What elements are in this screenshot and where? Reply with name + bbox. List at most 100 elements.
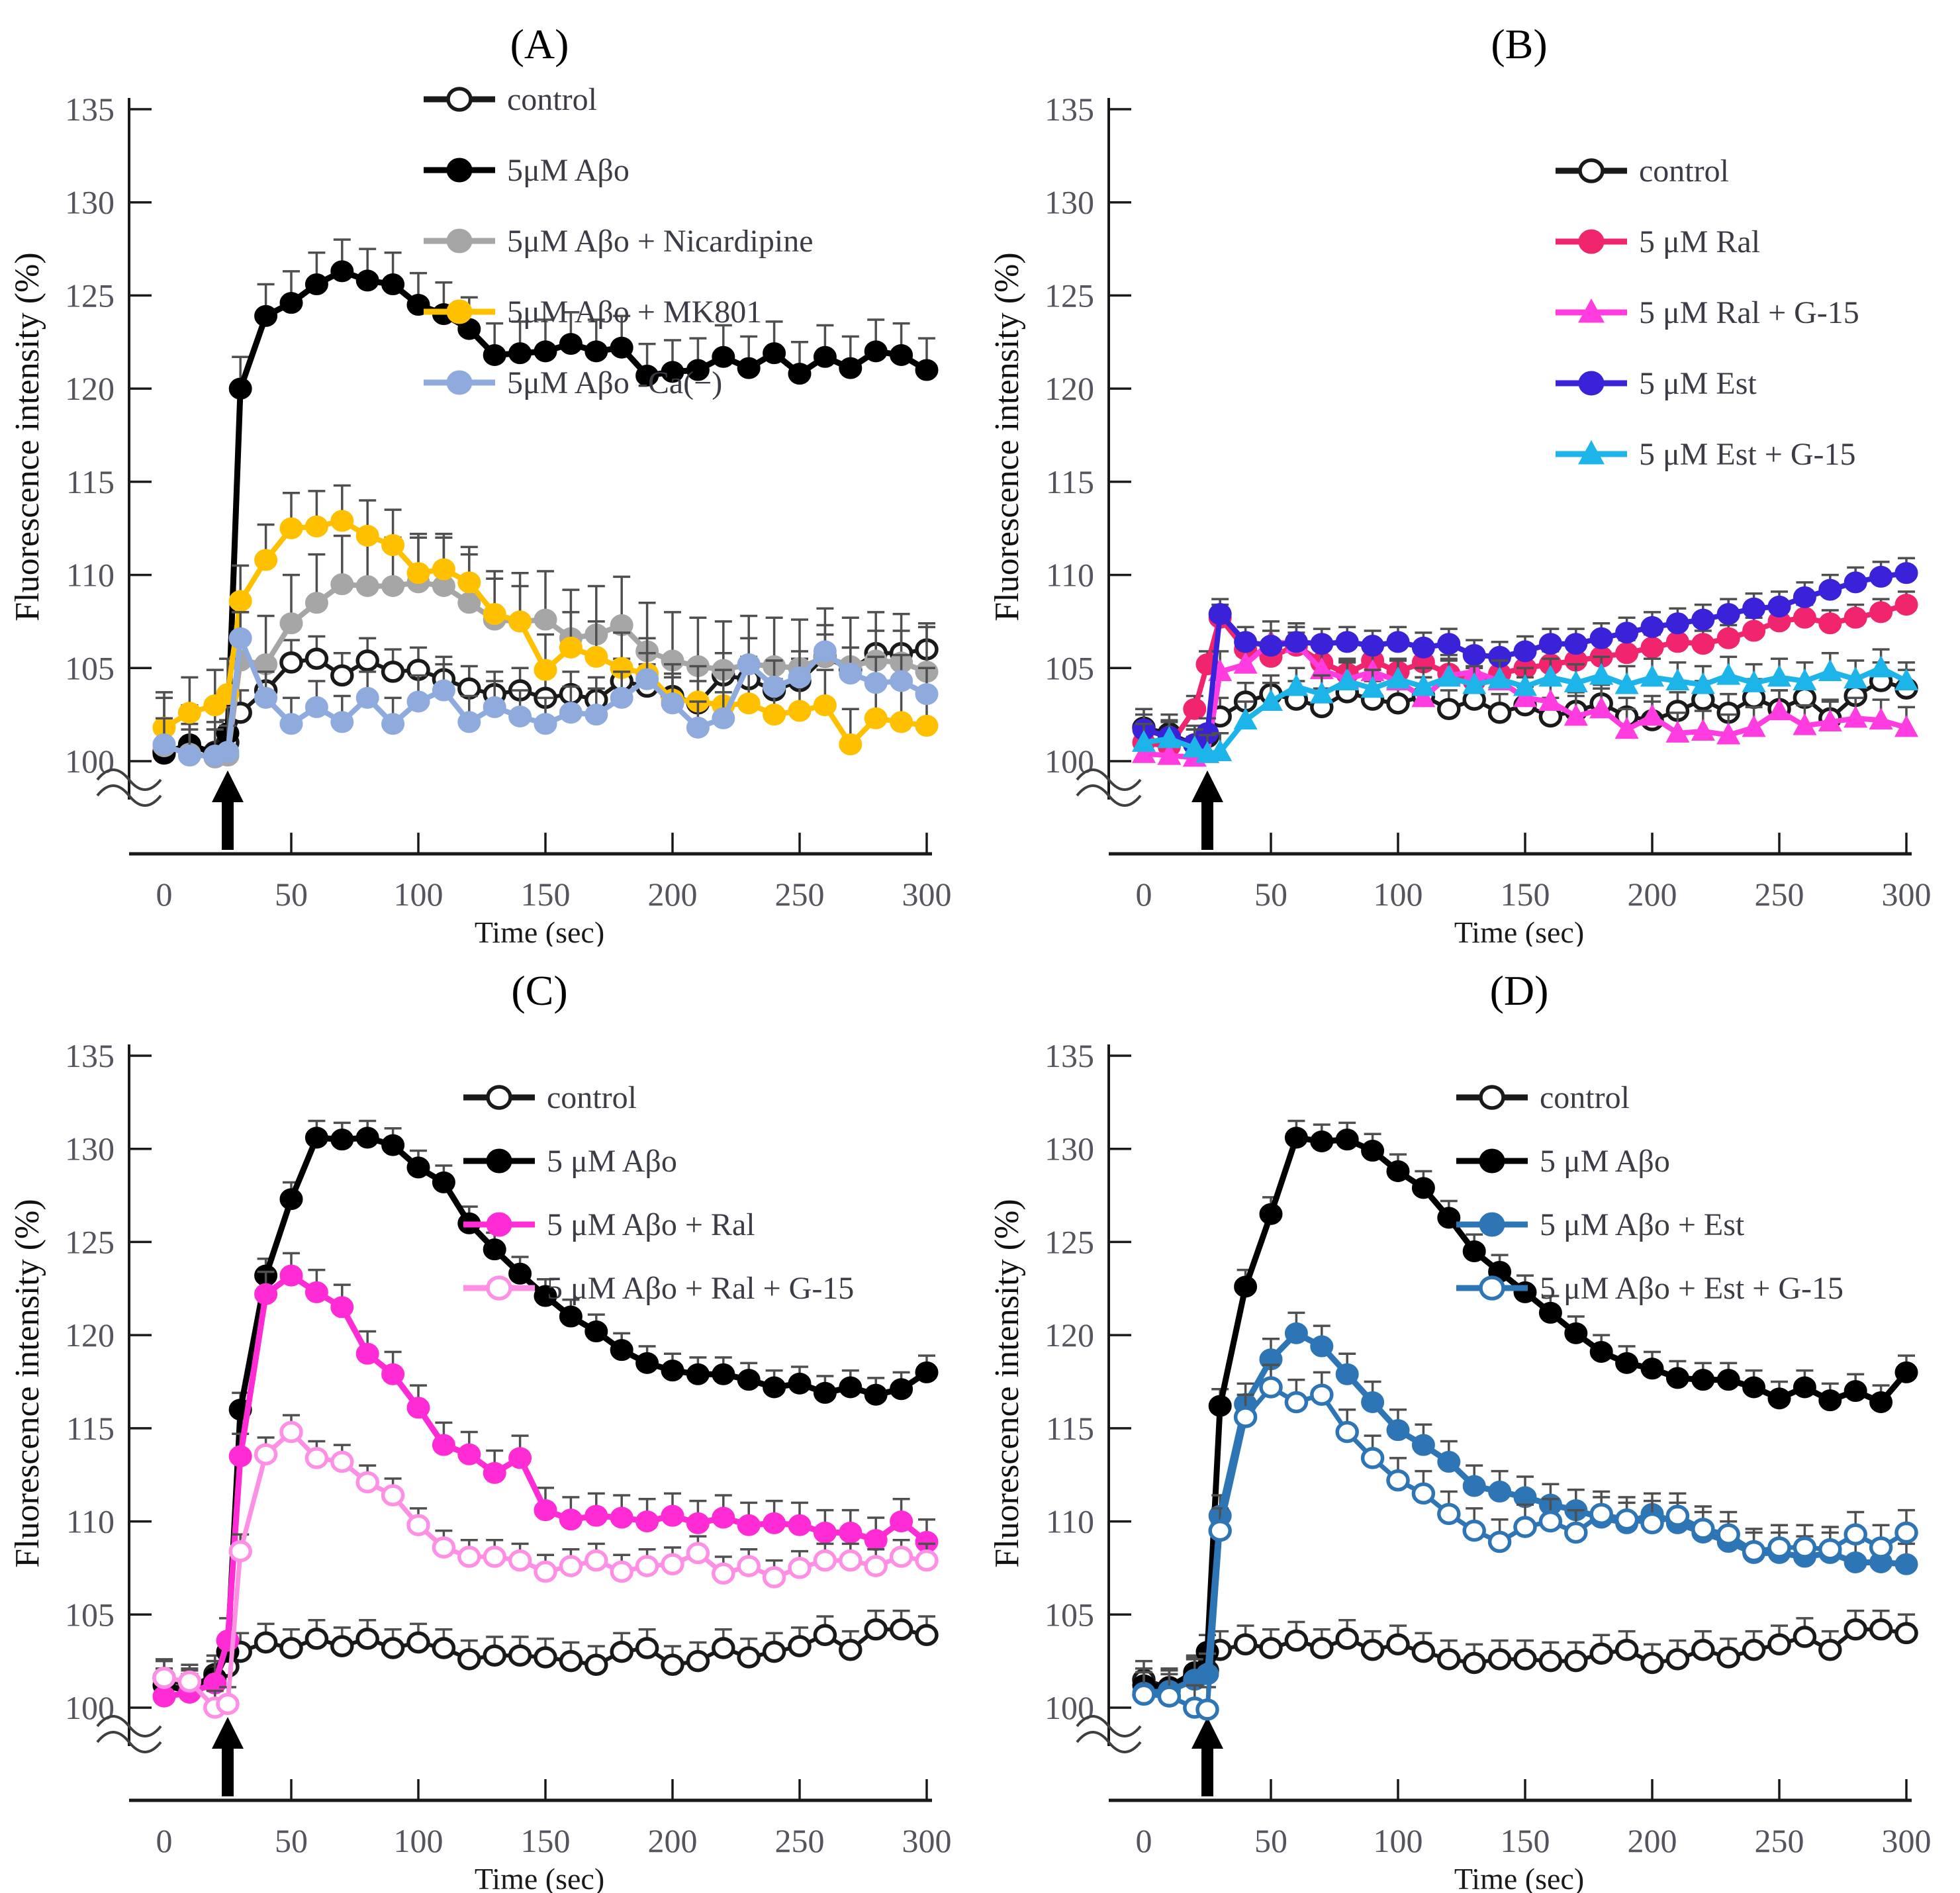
x-tick-label: 250 (775, 876, 825, 913)
legend-label: 5μM Aβo -Ca(−) (507, 365, 722, 400)
legend-item-5-m-a-o-ca: 5μM Aβo -Ca(−) (424, 365, 722, 400)
x-tick-label: 200 (1628, 876, 1677, 913)
legend-label: 5 μM Ral (1639, 224, 1760, 259)
stimulus-arrow-icon (1191, 1717, 1223, 1796)
x-tick-label: 200 (648, 1822, 698, 1859)
legend-label: control (1639, 154, 1729, 189)
x-tick-label: 150 (521, 876, 571, 913)
x-axis-title: Time (sec) (475, 1862, 604, 1893)
y-axis-title: Fluorescence intensity (%) (988, 252, 1026, 621)
series-5-m-a-o (152, 1119, 939, 1702)
y-tick-label: 135 (65, 1037, 115, 1074)
x-tick-label: 250 (1755, 876, 1804, 913)
y-tick-label: 100 (65, 1689, 115, 1726)
y-tick-label: 105 (1045, 649, 1094, 686)
stimulus-arrow-icon (212, 1717, 244, 1796)
legend-label: 5 μM Aβo + Ral (547, 1207, 755, 1242)
axis-break-icon (96, 768, 162, 791)
y-axis-title: Fluorescence intensity (%) (9, 252, 46, 621)
panel-c: (C) 100 105 110 115 120 125 130 135 Fluorescence … (0, 946, 980, 1893)
x-tick-label: 250 (1755, 1822, 1804, 1859)
x-axis-title: Time (sec) (1454, 915, 1584, 946)
legend-item-5-m-a-o: 5 μM Aβo (463, 1144, 677, 1179)
y-tick-label: 100 (1045, 1689, 1094, 1726)
x-tick-label: 100 (1374, 1822, 1423, 1859)
x-tick-label: 0 (1136, 876, 1152, 913)
panel-a: (A) 100 105 110 115 120 125 130 135 Fluorescence … (0, 0, 980, 946)
x-tick-label: 300 (902, 1822, 952, 1859)
legend-item-5-m-a-o-mk801: 5μM Aβo + MK801 (424, 295, 762, 330)
legend-item-5-m-a-o-ral: 5 μM Aβo + Ral (463, 1207, 755, 1242)
x-tick-label: 0 (1136, 1822, 1152, 1859)
x-tick-label: 300 (1882, 876, 1932, 913)
x-tick-label: 50 (1254, 876, 1287, 913)
legend-item-control: control (463, 1080, 637, 1115)
legend-item-5-m-ral-g-15: 5 μM Ral + G-15 (1556, 295, 1859, 330)
axis-break-icon (96, 1731, 162, 1753)
panel-d: (D) 100 105 110 115 120 125 130 135 Fluorescence … (980, 946, 1959, 1893)
y-tick-label: 115 (66, 1410, 115, 1447)
y-tick-label: 110 (66, 557, 115, 594)
series-5-m-a-o-ral-g-15 (152, 1414, 939, 1719)
legend-item-5-m-a-o: 5 μM Aβo (1456, 1144, 1670, 1179)
y-axis-title: Fluorescence intensity (%) (9, 1199, 46, 1567)
y-tick-label: 125 (1045, 1223, 1094, 1260)
legend-item-5-m-a-o-est-g-15: 5 μM Aβo + Est + G-15 (1456, 1271, 1843, 1306)
x-axis-title: Time (sec) (1454, 1862, 1584, 1893)
y-tick-label: 105 (1045, 1596, 1094, 1633)
legend-item-5-m-a-o: 5μM Aβo (424, 153, 630, 188)
legend-label: control (547, 1080, 637, 1115)
y-tick-label: 125 (65, 1223, 115, 1260)
x-tick-label: 0 (156, 1822, 173, 1859)
x-tick-label: 100 (394, 1822, 443, 1859)
legend-label: 5 μM Aβo (1540, 1144, 1670, 1179)
y-tick-label: 125 (1045, 277, 1094, 314)
panel-c-title: (C) (511, 967, 567, 1014)
panel-d-title: (D) (1490, 967, 1549, 1014)
x-tick-label: 100 (394, 876, 443, 913)
series-line (163, 1134, 929, 1694)
y-tick-label: 120 (65, 1316, 115, 1354)
panel-d-chart: (D) 100 105 110 115 120 125 130 135 Fluorescence … (988, 967, 1932, 1893)
legend-item-5-m-a-o-nicardipine: 5μM Aβo + Nicardipine (424, 224, 814, 259)
legend-item-5-m-a-o-est: 5 μM Aβo + Est (1456, 1207, 1745, 1242)
y-tick-label: 120 (1045, 370, 1094, 407)
y-tick-label: 110 (1046, 557, 1094, 594)
x-tick-label: 0 (156, 876, 173, 913)
legend-item-5-m-est-g-15: 5 μM Est + G-15 (1556, 437, 1855, 472)
x-tick-label: 150 (521, 1822, 571, 1859)
series-5-m-a-o-mk801 (152, 484, 939, 756)
axis-break-icon (96, 1715, 162, 1737)
axis-break-icon (1076, 768, 1142, 791)
axis-break-icon (96, 784, 162, 807)
legend-item-control: control (1556, 154, 1729, 189)
legend-item-control: control (424, 82, 597, 117)
series-5-m-est (1132, 557, 1918, 756)
legend-label: 5μM Aβo + Nicardipine (507, 224, 814, 259)
legend-label: control (1540, 1080, 1630, 1115)
x-tick-label: 150 (1501, 876, 1550, 913)
y-tick-label: 115 (1046, 1410, 1094, 1447)
legend: control 5 μM Aβo 5 μM Aβo + Est 5 μM Aβo + … (1456, 1080, 1843, 1306)
legend-label: 5 μM Est (1639, 366, 1757, 401)
y-tick-label: 100 (65, 743, 115, 780)
panel-a-title: (A) (510, 21, 569, 68)
y-tick-label: 135 (65, 91, 115, 128)
x-tick-label: 50 (275, 1822, 308, 1859)
panel-b-chart: (B) 100 105 110 115 120 125 130 135 Fluorescence … (988, 21, 1932, 946)
series-control (1132, 1609, 1918, 1698)
series-5-m-est-g-15 (1131, 648, 1919, 763)
y-tick-label: 130 (1045, 184, 1094, 221)
series-line (1143, 1134, 1909, 1690)
x-tick-label: 50 (275, 876, 308, 913)
axis-break-icon (1076, 1731, 1142, 1753)
x-tick-label: 150 (1501, 1822, 1550, 1859)
legend-item-5-m-a-o-ral-g-15: 5 μM Aβo + Ral + G-15 (463, 1271, 854, 1306)
y-tick-label: 135 (1045, 1037, 1094, 1074)
y-tick-label: 135 (1045, 91, 1094, 128)
x-tick-label: 100 (1374, 876, 1423, 913)
series-control (152, 1609, 939, 1698)
axis-break-icon (1076, 1715, 1142, 1737)
stimulus-arrow-icon (212, 770, 244, 850)
